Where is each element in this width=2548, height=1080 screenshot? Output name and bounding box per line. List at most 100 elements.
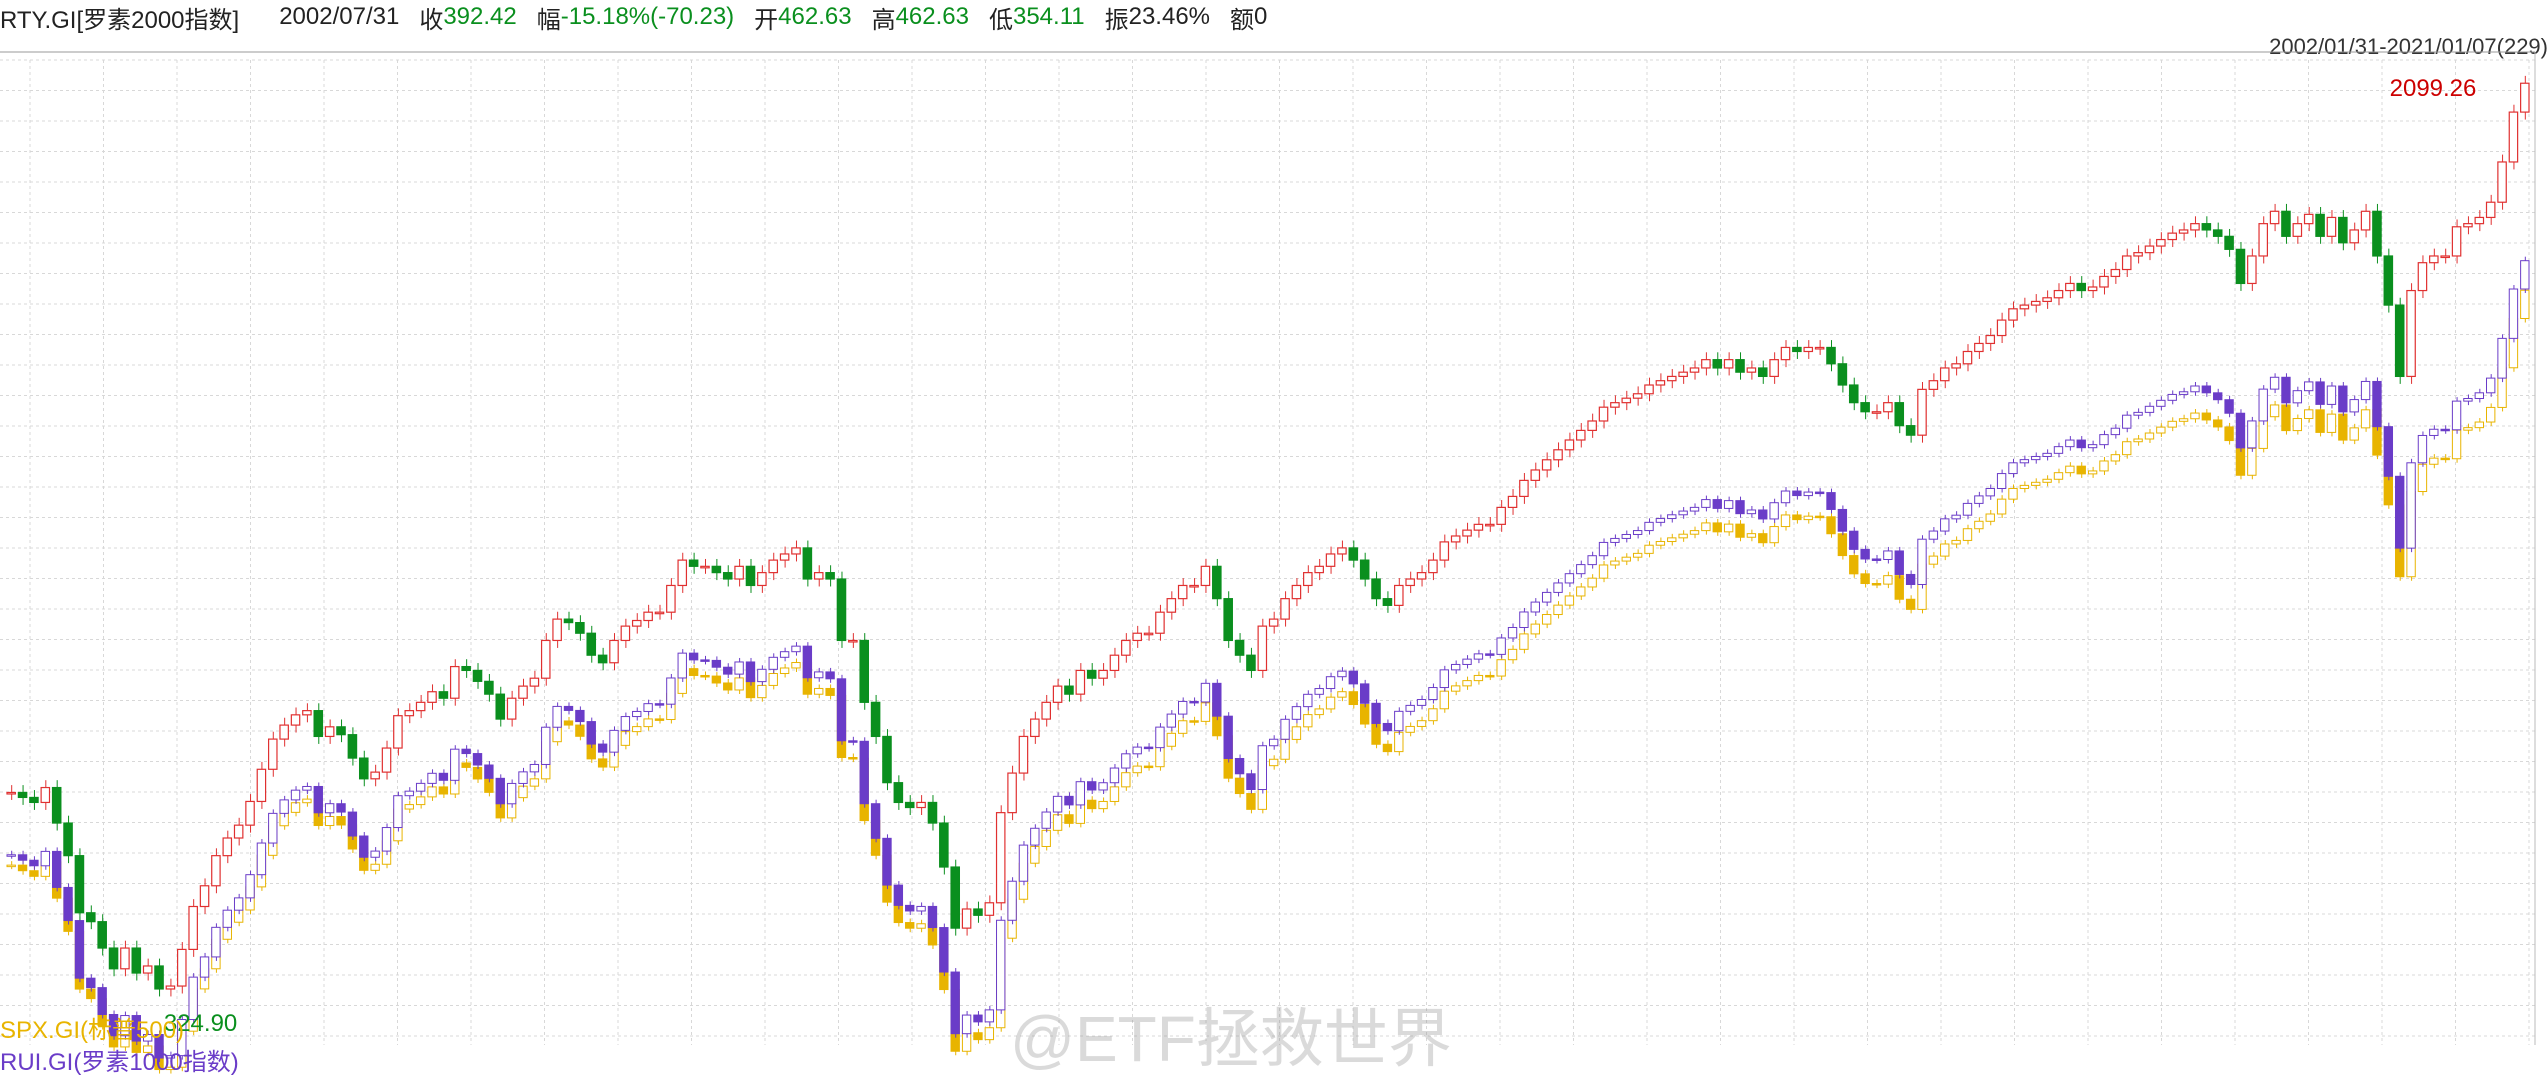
main-candle [757,572,767,587]
spx-candle [2087,470,2098,475]
main-candle [2235,248,2246,285]
rui-candle [2349,399,2359,413]
spx-candle [1303,714,1313,728]
spx-candle [1996,498,2007,515]
rui-candle [1257,745,1267,791]
spx-candle [814,687,824,695]
main-candle [848,639,858,643]
main-candle [381,747,392,773]
spx-candle [1678,533,1688,539]
rui-candle [51,850,62,888]
spx-candle [324,816,335,827]
spx-candle [29,870,39,877]
rui-candle [1280,718,1290,740]
spx-candle [1394,731,1404,753]
main-candle [1894,402,1905,427]
rui-candle [905,904,915,912]
spx-candle [438,786,449,795]
spx-candle [1689,530,1700,535]
main-candle [1473,523,1484,531]
main-candle [1974,342,1984,353]
main-candle [1086,669,1097,679]
main-candle [1132,632,1142,642]
main-candle [1871,411,1882,414]
rui-candle [495,777,505,805]
rui-candle [563,705,574,711]
main-candle [1462,529,1472,537]
main-candle [882,735,892,784]
rui-candle [2224,399,2234,414]
rui-candle [529,763,540,773]
rui-candle [1530,601,1540,613]
rui-candle [233,897,244,911]
rui-candle [2406,462,2416,549]
rui-candle [893,884,904,906]
rui-candle [1052,795,1063,813]
rui-candle [1439,669,1449,689]
rui-candle [1883,550,1893,560]
spx-candle [1780,514,1791,528]
rui-candle [427,772,437,784]
main-candle [1359,559,1370,580]
main-candle [154,965,164,990]
spx-candle [2304,409,2314,420]
main-candle [2326,216,2337,237]
main-candle [2406,289,2416,378]
spx-candle [2224,426,2234,442]
rui-candle [1610,537,1620,543]
close-value: 392.42 [443,3,517,30]
rui-candle [2315,381,2325,405]
main-candle [518,685,528,699]
rui-candle [29,859,39,867]
rui-candle [882,837,892,886]
rui-candle [1758,509,1768,520]
main-candle [2508,111,2519,163]
main-candle [1962,350,1973,365]
main-candle [1428,559,1438,574]
rui-candle [597,743,608,753]
spx-candle [1348,691,1358,706]
legend-spx[interactable]: SPX.GI(标普500) [0,1017,185,1044]
legend-rui[interactable]: RUI.GI(罗素1000指数) [0,1049,239,1076]
spx-candle [1178,720,1188,734]
main-candle [859,639,870,703]
main-candle [211,855,221,887]
spx-candle [779,667,790,675]
open-key: 开 [754,6,779,34]
spx-candle [1314,708,1324,716]
rui-candle [1348,670,1358,685]
main-candle [1371,578,1381,600]
main-candle [939,822,949,868]
spx-candle [1723,523,1734,533]
rui-candle [1246,773,1256,791]
rui-candle [165,1055,176,1059]
spx-candle [2315,409,2325,433]
main-candle [1837,363,1848,386]
main-candle [711,565,722,574]
rui-candle [654,703,665,706]
main-candle [2440,255,2450,259]
spx-candle [1814,515,1825,519]
rui-candle [1155,726,1165,749]
spx-candle [643,718,653,728]
main-candle [313,710,324,738]
rui-candle [586,721,596,745]
spx-candle [2019,484,2030,489]
rui-candle [279,799,289,814]
spx-candle [1553,604,1563,616]
spx-candle [2167,420,2177,428]
main-candle [1075,669,1086,695]
main-candle [324,726,335,738]
main-candle [2360,210,2371,231]
rui-candle [961,1014,972,1035]
main-candle [484,680,494,695]
rui-candle [313,785,323,814]
rui-candle [177,1019,187,1057]
spx-candle [1769,526,1779,544]
main-candle [1735,359,1745,373]
rui-candle [1087,781,1097,791]
spx-candle [1905,598,1916,610]
rui-candle [1121,753,1131,769]
rui-candle [1962,502,1973,516]
